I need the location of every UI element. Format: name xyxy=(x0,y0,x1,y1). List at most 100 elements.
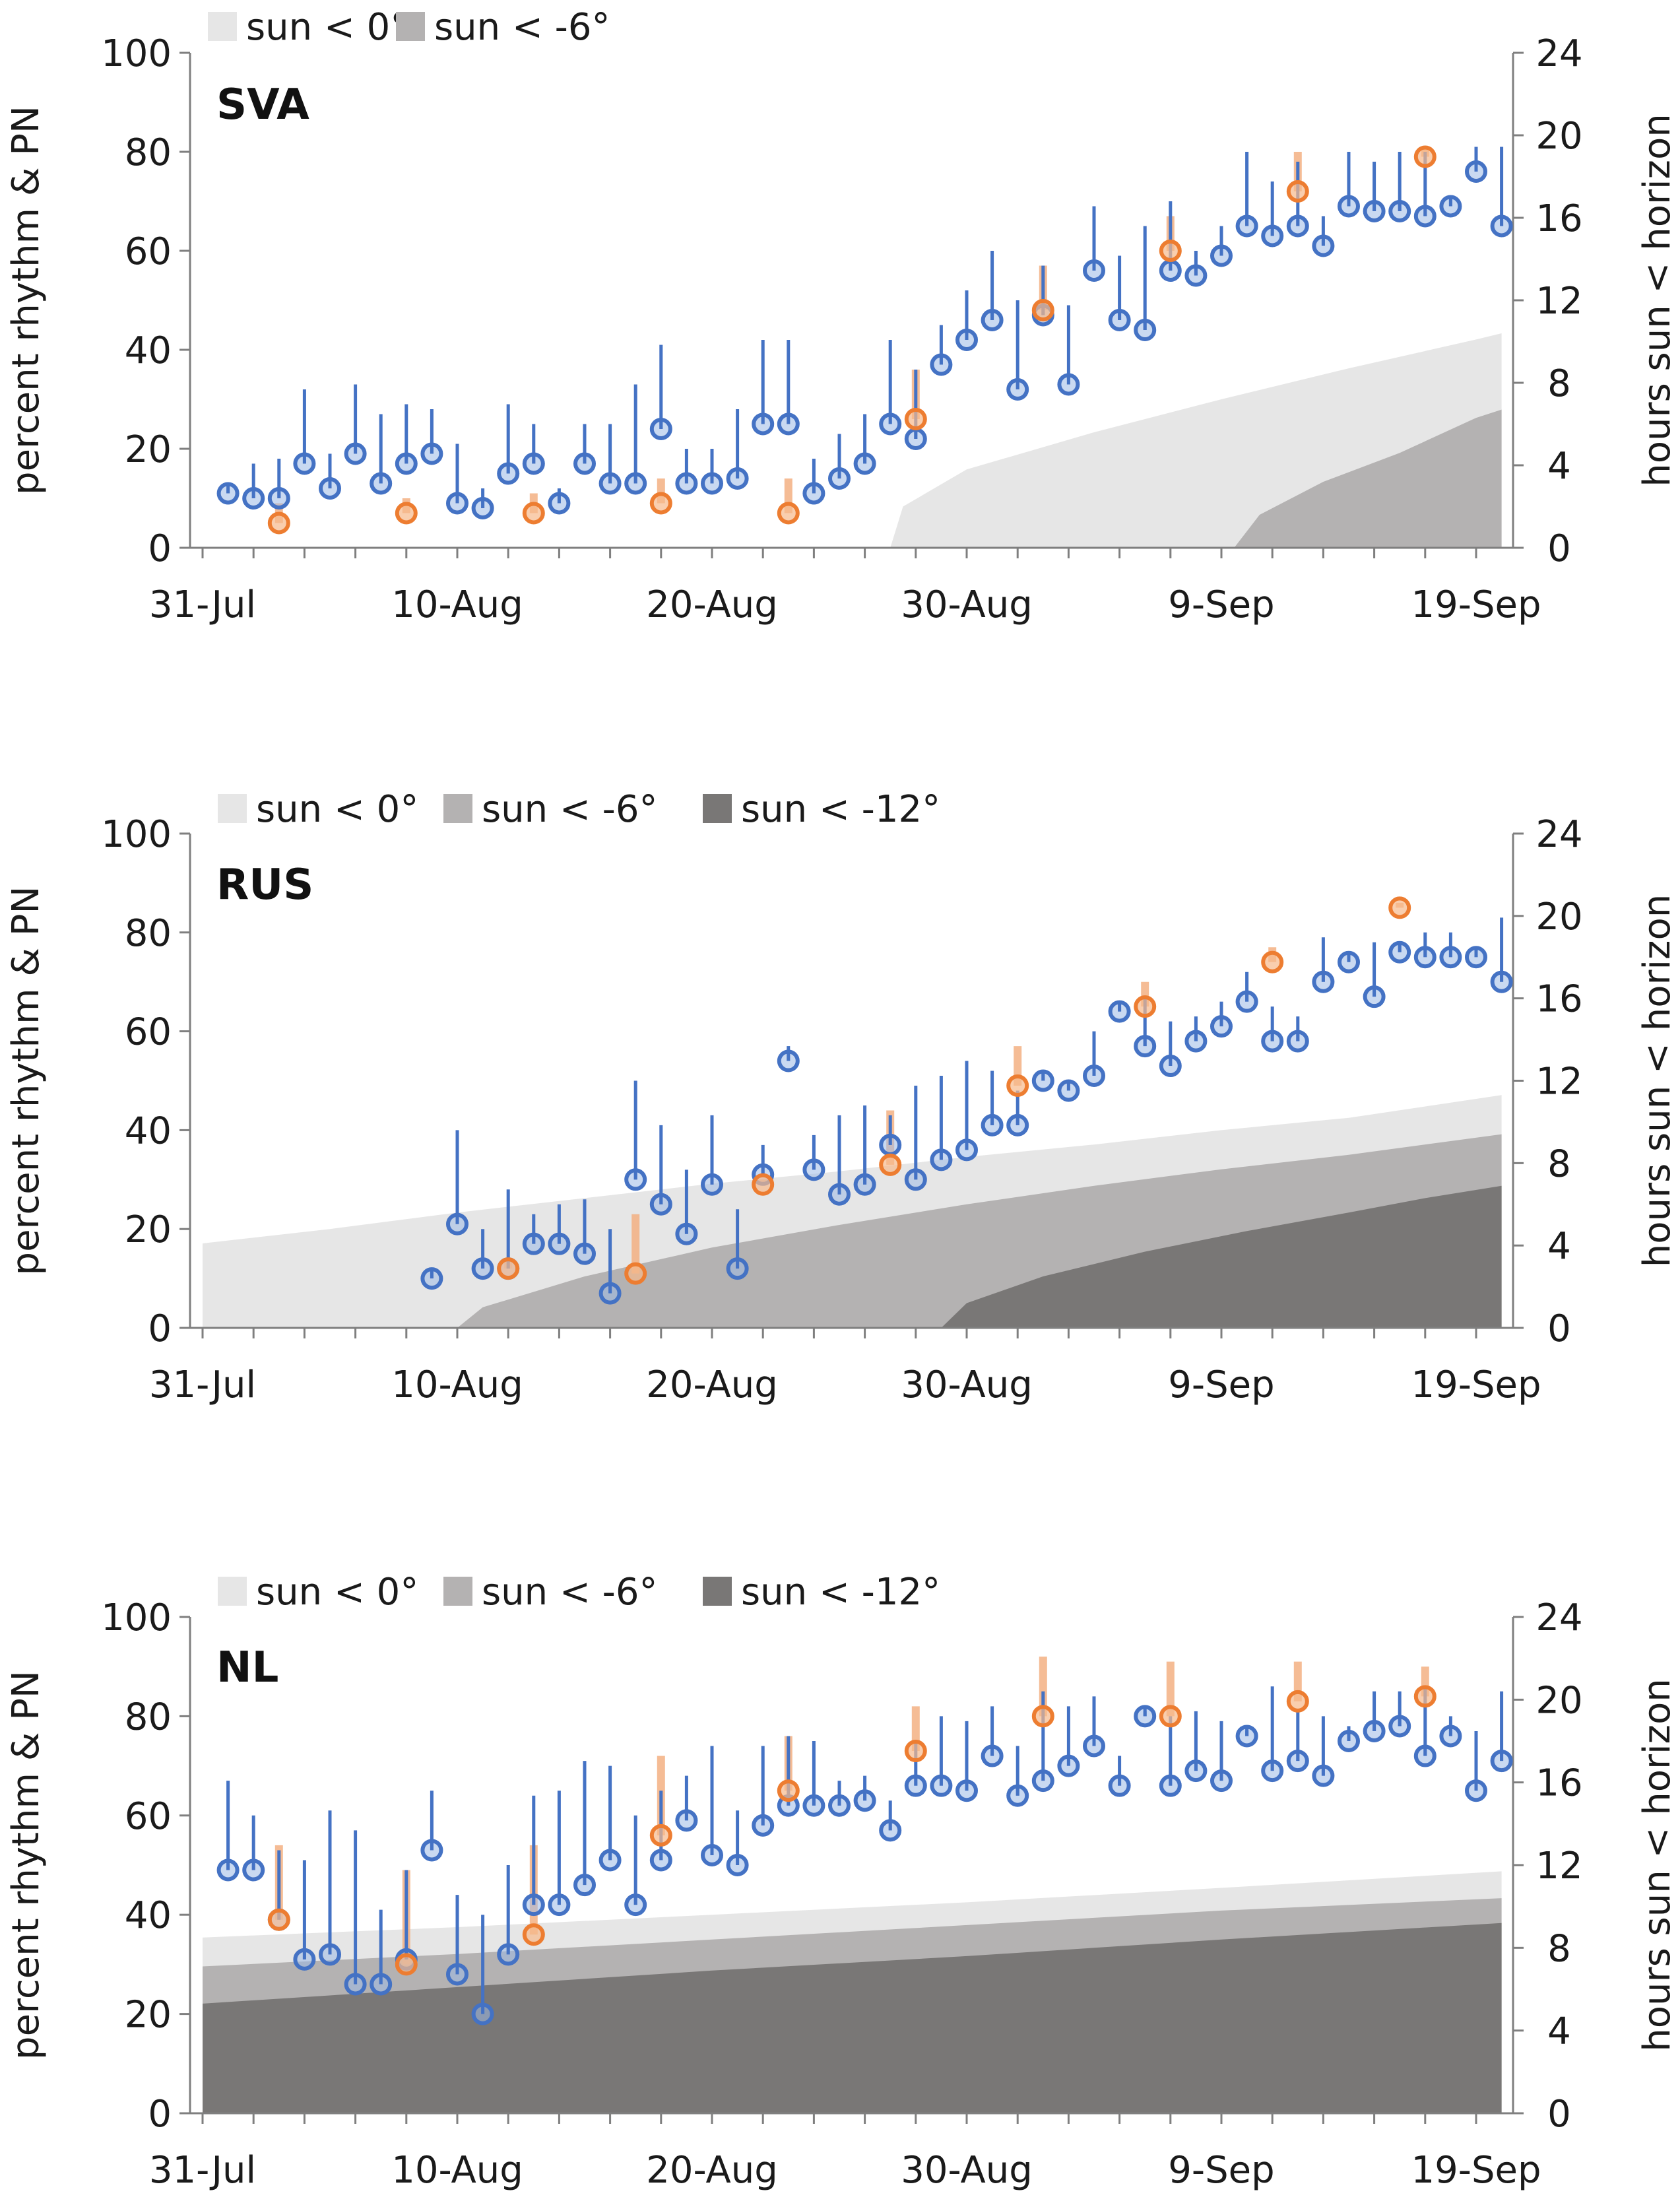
legend-swatch-sun12 xyxy=(703,794,732,823)
pn-point xyxy=(1031,1705,1054,1728)
y-tick-label: 40 xyxy=(125,1109,172,1152)
area-sun12 xyxy=(203,1923,1502,2113)
pn-point xyxy=(522,502,545,525)
y-tick-label: 60 xyxy=(125,1011,172,1054)
y2-tick-label: 16 xyxy=(1535,197,1582,240)
pn-point xyxy=(497,1257,520,1280)
y-tick-label: 100 xyxy=(101,32,172,75)
legend-swatch-sun0 xyxy=(218,1577,247,1606)
panel-nl: 0 20 40 60 80 100 0 4 8 12 16 20 24 31-Jul 10-Aug 20-Au… xyxy=(5,1571,1679,2192)
y2-tick-label: 8 xyxy=(1547,362,1571,405)
x-tick-label: 20-Aug xyxy=(646,583,778,626)
y-tick-label: 40 xyxy=(125,329,172,372)
y2-tick-label: 20 xyxy=(1535,896,1582,938)
y2-tick-label: 8 xyxy=(1547,1927,1571,1970)
x-tick-label: 31-Jul xyxy=(149,1364,256,1406)
y-tick-label: 40 xyxy=(125,1894,172,1937)
y-axis-title: percent rhythm & PN xyxy=(5,1670,48,2060)
area-sun12 xyxy=(941,1185,1502,1328)
pn-point xyxy=(904,408,927,430)
y2-tick-label: 4 xyxy=(1547,2010,1571,2053)
pn-point xyxy=(267,511,290,535)
legend-swatch-sun6 xyxy=(443,794,472,823)
y2-tick-label: 20 xyxy=(1535,1679,1582,1722)
y2-tick-label: 12 xyxy=(1535,280,1582,323)
panel-rus: 0 20 40 60 80 100 0 4 8 12 16 20 24 31-Jul 10-Aug 20-Au… xyxy=(5,788,1679,1406)
pn-point xyxy=(1031,299,1054,321)
x-tick-label: 20-Aug xyxy=(646,1364,778,1406)
x-tick-label: 9-Sep xyxy=(1168,1364,1274,1406)
y2-axis-title: hours sun < horizon xyxy=(1636,114,1679,486)
pn-point xyxy=(777,502,800,525)
pn-point xyxy=(395,502,418,525)
legend-label: sun < -6° xyxy=(482,788,658,831)
x-tick-label: 10-Aug xyxy=(391,583,523,626)
y-tick-label: 80 xyxy=(125,912,172,955)
legend-swatch-sun0 xyxy=(208,12,237,41)
y2-tick-label: 12 xyxy=(1535,1061,1582,1103)
legend-swatch-sun6 xyxy=(443,1577,472,1606)
panel-sva: 0 20 40 60 80 100 0 4 8 12 16 20 24 31-Jul 10-Aug 20-Au… xyxy=(5,6,1679,626)
x-tick-label: 9-Sep xyxy=(1168,2149,1274,2192)
pn-point xyxy=(1159,240,1182,262)
pn-point xyxy=(1388,896,1411,919)
legend-label: sun < -12° xyxy=(741,1571,940,1614)
x-tick-label: 10-Aug xyxy=(391,2149,523,2192)
panel-title: SVA xyxy=(216,81,309,129)
area-sun6 xyxy=(1234,409,1502,548)
pn-point xyxy=(395,1953,418,1976)
pn-point xyxy=(879,1153,902,1176)
y2-tick-label: 16 xyxy=(1535,978,1582,1021)
y2-tick-label: 4 xyxy=(1547,1225,1571,1268)
x-tick-label: 19-Sep xyxy=(1411,1364,1541,1406)
x-tick-label: 31-Jul xyxy=(149,2149,256,2192)
legend-label: sun < -6° xyxy=(434,6,610,49)
legend-label: sun < 0° xyxy=(246,6,408,49)
x-tick-label: 19-Sep xyxy=(1411,2149,1541,2192)
pn-point xyxy=(1286,180,1309,203)
pn-point xyxy=(1261,950,1284,973)
pn-point xyxy=(1413,145,1437,168)
pn-point xyxy=(1006,1074,1029,1097)
y2-tick-label: 24 xyxy=(1535,813,1582,856)
y-tick-label: 80 xyxy=(125,1695,172,1738)
y2-tick-label: 0 xyxy=(1547,527,1571,570)
y2-tick-label: 24 xyxy=(1535,32,1582,75)
y2-tick-label: 24 xyxy=(1535,1596,1582,1639)
x-tick-label: 30-Aug xyxy=(901,2149,1033,2192)
legend-swatch-sun12 xyxy=(703,1577,732,1606)
y-tick-label: 100 xyxy=(101,1596,172,1639)
y2-tick-label: 0 xyxy=(1547,2093,1571,2136)
y-axis-title: percent rhythm & PN xyxy=(5,106,48,495)
y2-axis-title: hours sun < horizon xyxy=(1636,894,1679,1267)
pn-point xyxy=(649,1824,672,1847)
pn-point xyxy=(624,1262,647,1285)
y-tick-label: 80 xyxy=(125,131,172,174)
x-tick-label: 19-Sep xyxy=(1411,583,1541,626)
x-tick-label: 10-Aug xyxy=(391,1364,523,1406)
panel-title: NL xyxy=(216,1643,278,1692)
legend-swatch-sun0 xyxy=(218,794,247,823)
y2-tick-label: 8 xyxy=(1547,1142,1571,1185)
x-tick-label: 30-Aug xyxy=(901,1364,1033,1406)
y2-tick-label: 12 xyxy=(1535,1845,1582,1888)
y-axis-title: percent rhythm & PN xyxy=(5,886,48,1276)
y2-tick-label: 0 xyxy=(1547,1307,1571,1350)
legend-label: sun < 0° xyxy=(256,788,418,831)
x-tick-label: 20-Aug xyxy=(646,2149,778,2192)
pn-point xyxy=(1286,1690,1309,1713)
pn-point xyxy=(522,1923,545,1946)
y-tick-label: 60 xyxy=(125,230,172,273)
pn-point xyxy=(649,492,672,515)
y-tick-label: 0 xyxy=(148,1307,172,1350)
legend-label: sun < -6° xyxy=(482,1571,658,1614)
pn-point xyxy=(777,1779,800,1802)
legend-label: sun < 0° xyxy=(256,1571,418,1614)
panel-title: RUS xyxy=(216,861,313,909)
y-tick-label: 20 xyxy=(125,1994,172,2037)
pn-point xyxy=(1134,995,1157,1018)
pn-point xyxy=(904,1740,927,1763)
y-tick-label: 20 xyxy=(125,428,172,471)
